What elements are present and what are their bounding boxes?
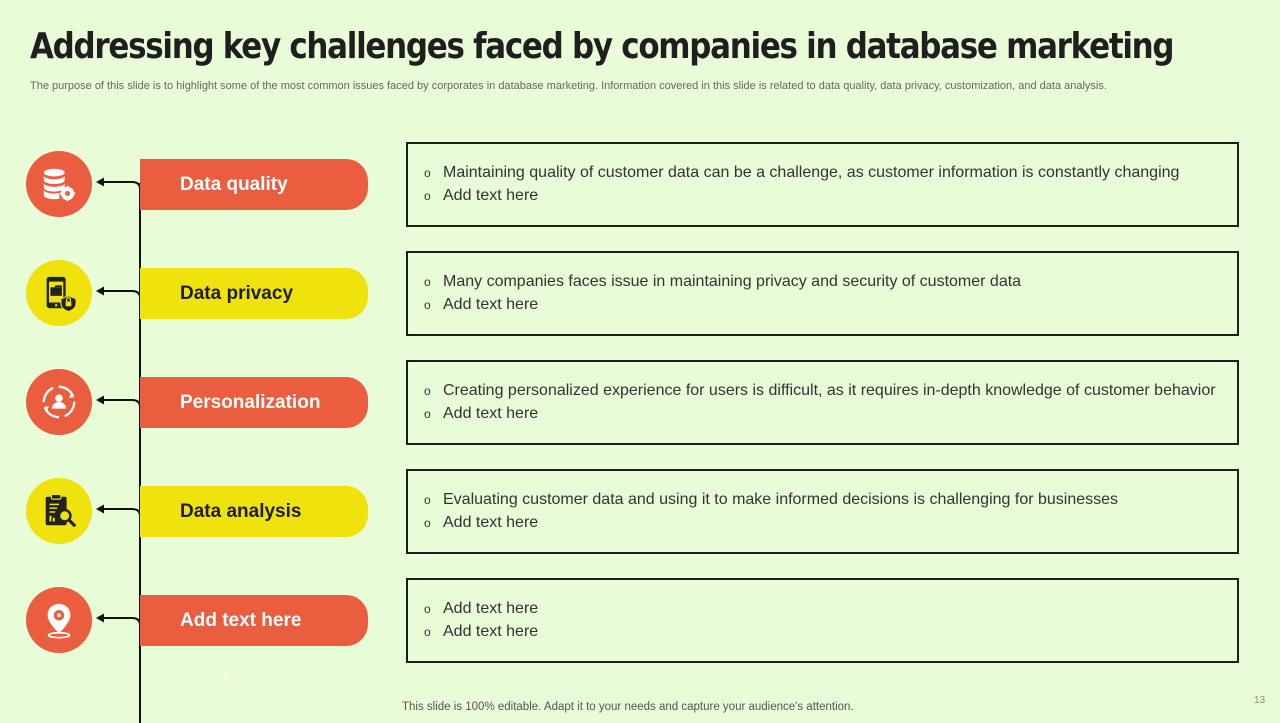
arrow-connector	[96, 504, 141, 536]
bullet-item: o Evaluating customer data and using it t…	[424, 491, 1237, 514]
challenge-icon-circle	[26, 587, 92, 653]
bullet-marker: o	[424, 625, 431, 639]
bullet-text: Add text here	[443, 514, 539, 531]
page-number: 13	[1254, 695, 1266, 706]
bullet-marker: o	[424, 602, 431, 616]
challenge-label: Data privacy	[140, 268, 368, 319]
challenge-description-box: o Maintaining quality of customer data ca…	[406, 142, 1239, 227]
bullet-item: o Add text here	[424, 187, 1237, 210]
bullet-text: Creating personalized experience for use…	[443, 382, 1216, 399]
bullet-item: o Add text here	[424, 623, 1237, 646]
challenge-icon-circle	[26, 151, 92, 217]
challenge-icon-circle	[26, 260, 92, 326]
bullet-text: Many companies faces issue in maintainin…	[443, 273, 1022, 290]
bullet-text: Add text here	[443, 623, 539, 640]
arrow-connector	[96, 177, 141, 209]
slide-footer: This slide is 100% editable. Adapt it to…	[402, 701, 854, 713]
challenge-description-box: o Many companies faces issue in maintaini…	[406, 251, 1239, 336]
bullet-marker: o	[424, 189, 431, 203]
challenge-row-data-privacy: Data privacy o Many companies faces issue…	[0, 251, 1280, 370]
arrow-connector	[96, 395, 141, 427]
bullet-item: o Creating personalized experience for us…	[424, 382, 1237, 405]
bullet-text: Add text here	[443, 600, 539, 617]
database-gear-icon	[43, 168, 76, 202]
challenge-description-box: o Evaluating customer data and using it t…	[406, 469, 1239, 554]
arrow-connector	[96, 286, 141, 318]
bullet-text: Add text here	[443, 296, 539, 313]
bullet-item: o Many companies faces issue in maintaini…	[424, 273, 1237, 296]
challenge-description-box: o Creating personalized experience for us…	[406, 360, 1239, 445]
bullet-item: o Add text here	[424, 405, 1237, 428]
bullet-marker: o	[424, 516, 431, 530]
challenge-row-data-quality: Data quality o Maintaining quality of cus…	[0, 142, 1280, 261]
clipboard-magnifier-icon	[45, 493, 76, 527]
bullet-marker: o	[424, 407, 431, 421]
bullet-item: o Add text here	[424, 600, 1237, 623]
location-pin-icon	[47, 603, 71, 639]
challenge-label: Data analysis	[140, 486, 368, 537]
bullet-marker: o	[424, 384, 431, 398]
challenge-icon-circle	[26, 478, 92, 544]
bullet-item: o Add text here	[424, 514, 1237, 537]
challenge-label: Data quality	[140, 159, 368, 210]
bullet-text: Add text here	[443, 187, 539, 204]
bullet-item: o Add text here	[424, 296, 1237, 319]
slide-title: Addressing key challenges faced by compa…	[30, 26, 1175, 67]
bullet-marker: o	[424, 493, 431, 507]
bullet-text: Evaluating customer data and using it to…	[443, 491, 1119, 508]
challenge-label: Personalization	[140, 377, 368, 428]
bullet-text: Add text here	[443, 405, 539, 422]
bullet-marker: o	[424, 166, 431, 180]
bullet-marker: o	[424, 275, 431, 289]
arrow-connector	[96, 613, 141, 645]
challenge-label: Add text here	[140, 595, 368, 646]
plus-mark: +	[219, 664, 231, 686]
challenge-icon-circle	[26, 369, 92, 435]
challenge-row-personalization: Personalization o Creating personalized e…	[0, 360, 1280, 479]
timeline-spine	[139, 183, 141, 723]
bullet-text: Maintaining quality of customer data can…	[443, 164, 1180, 181]
slide-subtitle: The purpose of this slide is to highligh…	[30, 80, 1107, 92]
mobile-lock-icon	[46, 276, 77, 312]
challenge-description-box: o Add text here o Add text here	[406, 578, 1239, 663]
bullet-item: o Maintaining quality of customer data ca…	[424, 164, 1237, 187]
challenge-row-data-analysis: Data analysis o Evaluating customer data …	[0, 469, 1280, 588]
bullet-marker: o	[424, 298, 431, 312]
challenge-row-add-text: Add text here o Add text here o Add text h…	[0, 578, 1280, 697]
user-cycle-icon	[42, 385, 76, 419]
